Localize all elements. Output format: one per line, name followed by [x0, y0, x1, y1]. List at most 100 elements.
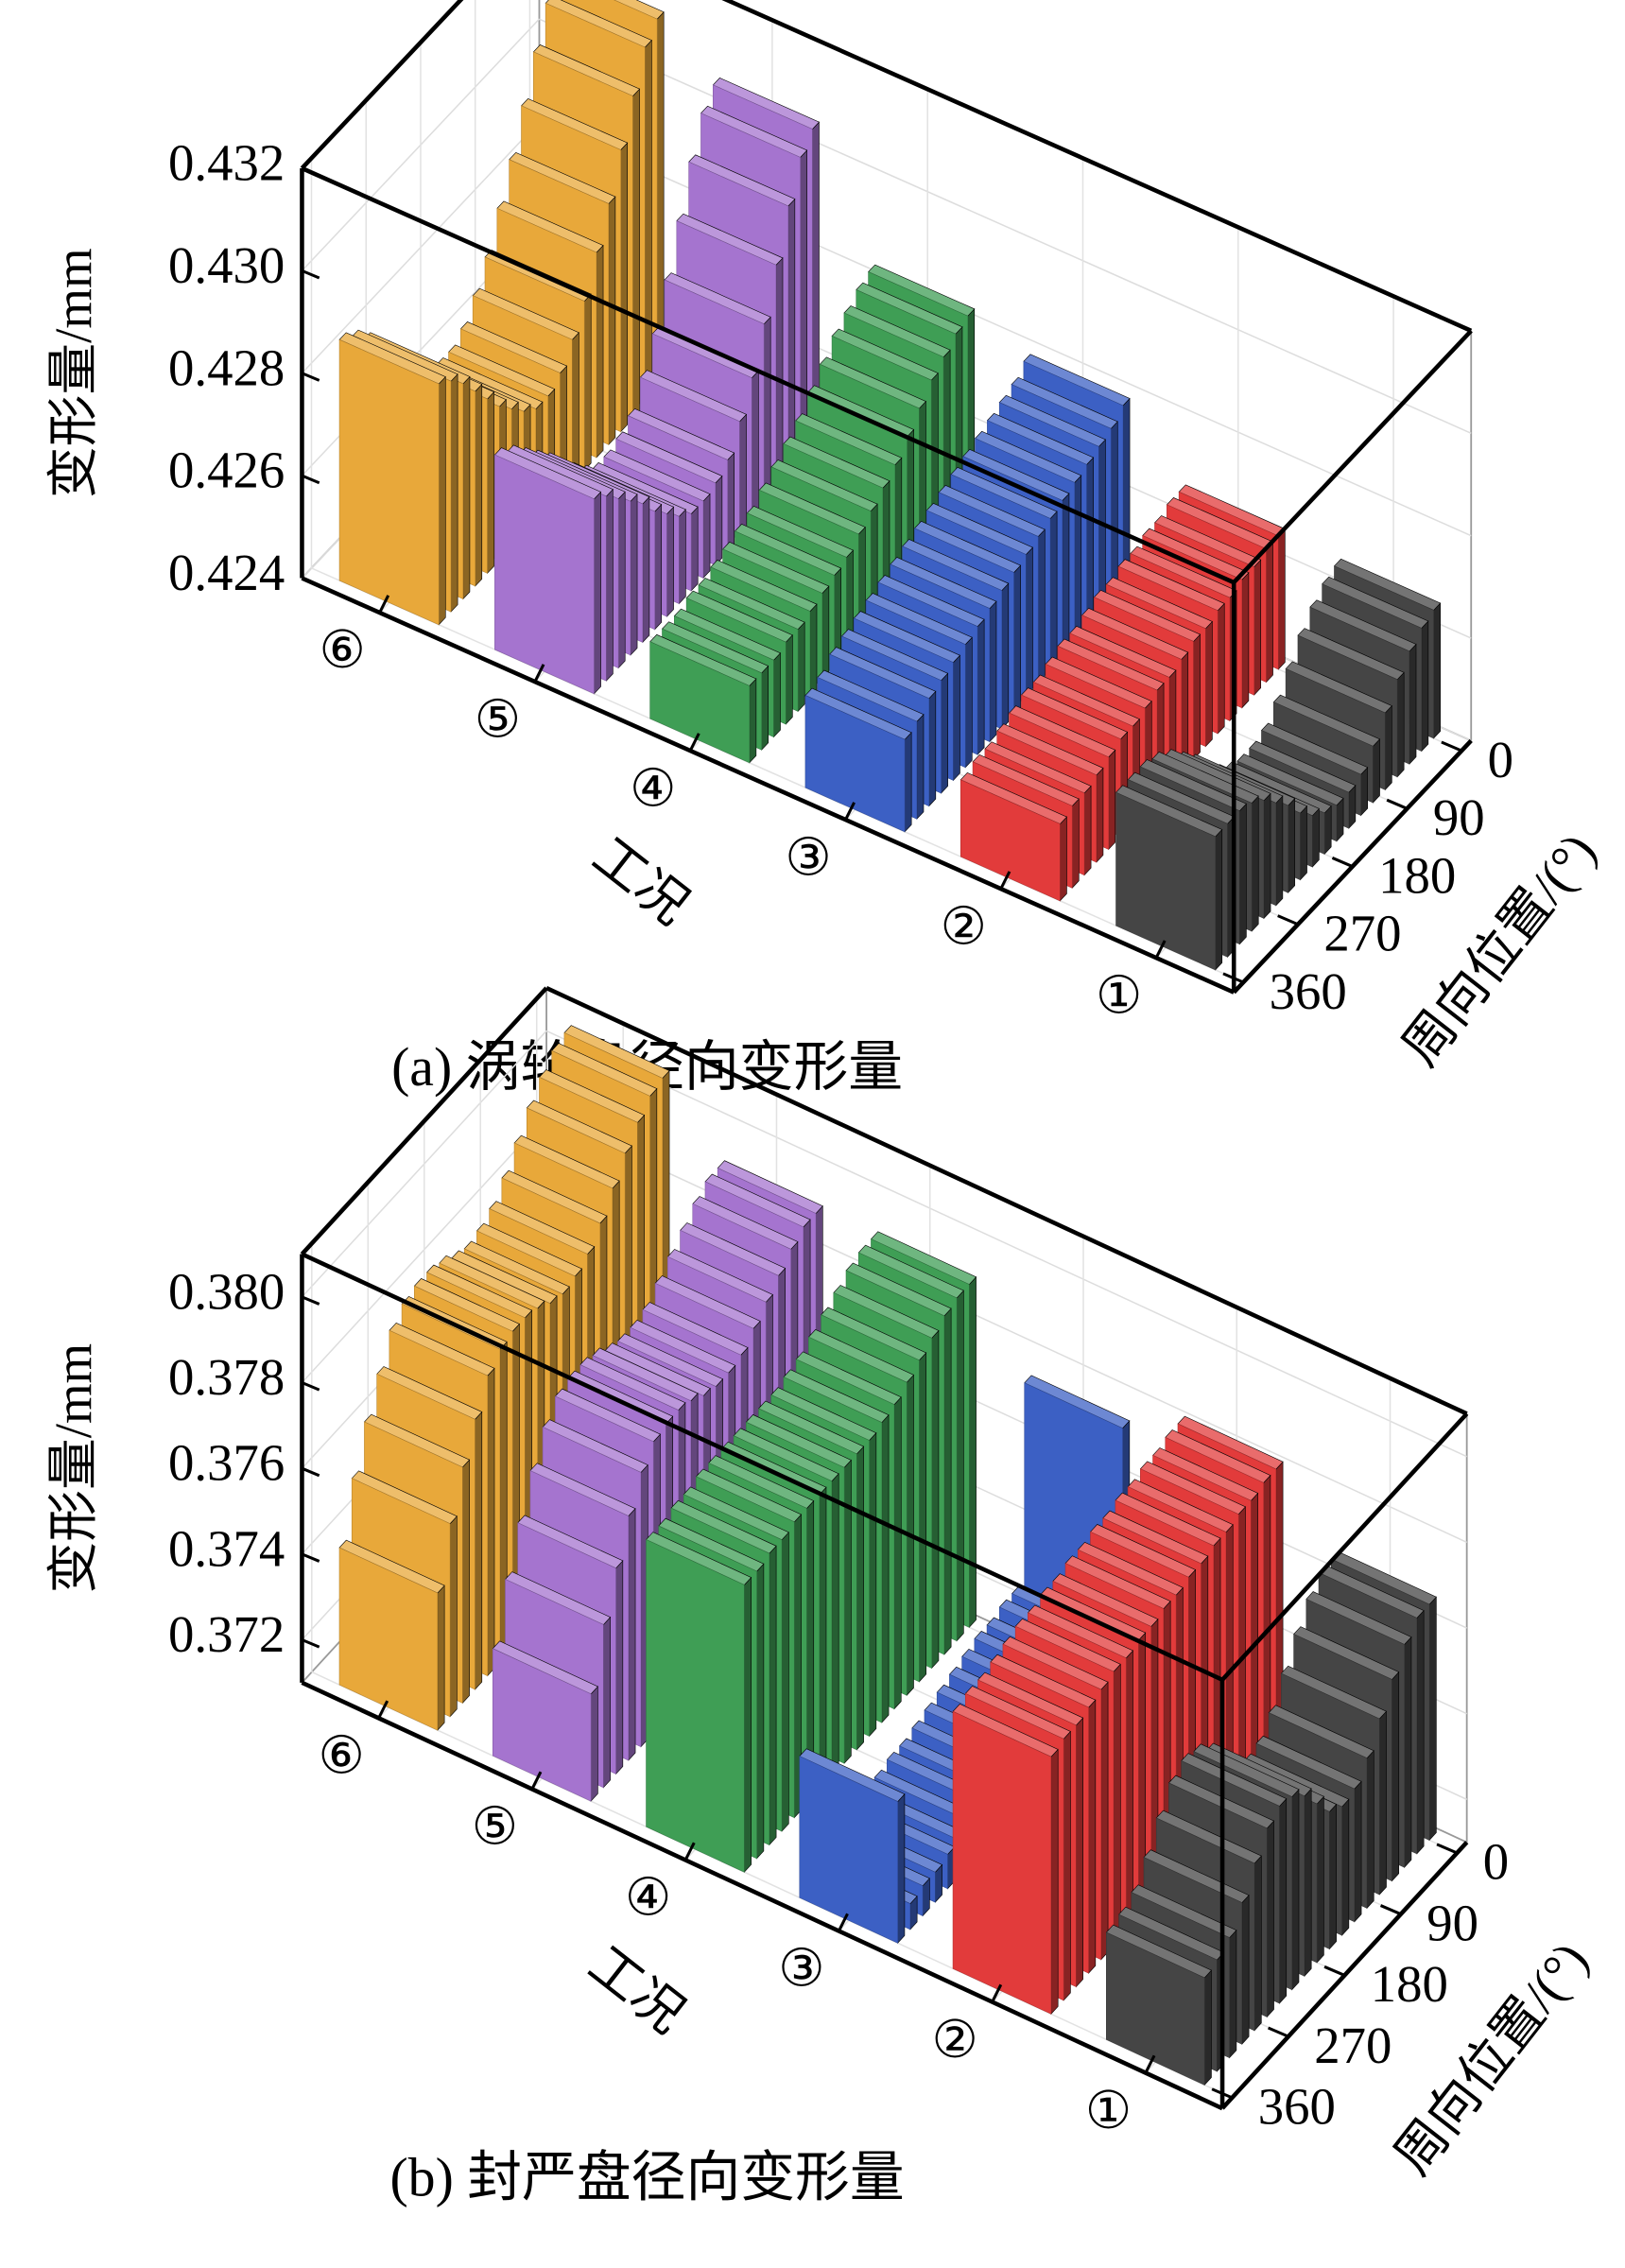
bar-side: [904, 732, 912, 833]
bar-front: [338, 1547, 439, 1731]
tick-mark: [1211, 2087, 1233, 2100]
bar-side: [1329, 1803, 1337, 1950]
bar-side: [590, 1686, 598, 1802]
bar-side: [645, 39, 652, 407]
category-label: ④: [630, 759, 676, 817]
bar-side: [583, 293, 592, 472]
bar-side: [1428, 1596, 1437, 1842]
bar-side: [603, 1616, 611, 1789]
bar-side: [1278, 528, 1286, 670]
bar-side: [1404, 1636, 1412, 1869]
bar: [338, 332, 446, 626]
bar-side: [928, 690, 937, 807]
grid-line: [311, 1671, 1233, 2099]
bar-side: [1100, 1681, 1109, 1961]
bar-side: [943, 1307, 952, 1655]
z-tick-label: 0.372: [168, 1605, 285, 1663]
tick-mark: [683, 1842, 696, 1861]
bar-front: [952, 1710, 1052, 2015]
z-tick-label: 0.428: [168, 338, 285, 396]
bar-side: [956, 1290, 964, 1642]
bar-side: [751, 370, 759, 528]
tick-mark: [844, 802, 856, 821]
bar-side: [1384, 704, 1392, 791]
bar-side: [475, 383, 483, 587]
caption: (b) 封严盘径向变形量: [389, 2147, 904, 2208]
category-axis-label: 工况: [582, 826, 700, 935]
bar-side: [461, 1459, 470, 1705]
tick-mark: [301, 268, 320, 280]
bar-side: [1253, 1855, 1262, 2032]
bar-side: [1076, 1717, 1083, 1988]
category-axis-label: 工况: [579, 1935, 696, 2044]
bar-side: [1266, 541, 1273, 684]
bar-side: [773, 652, 781, 738]
grid-line: [545, 1116, 1467, 1544]
bar-side: [642, 495, 650, 644]
bar-side: [919, 1352, 927, 1683]
bar-side: [449, 1515, 458, 1718]
bar-side: [1026, 546, 1033, 704]
bar: [338, 1539, 445, 1731]
bar-side: [1263, 792, 1271, 920]
bar-side: [438, 375, 446, 626]
bar-side: [1291, 1788, 1300, 1991]
bar-side: [654, 503, 663, 631]
tick-mark: [1154, 940, 1167, 959]
bar: [804, 687, 912, 833]
tick-mark: [1331, 857, 1354, 868]
bar: [799, 1748, 906, 1945]
bar-side: [620, 142, 629, 433]
bar-side: [1088, 1699, 1097, 1974]
bar-side: [739, 413, 747, 541]
bar-side: [809, 603, 818, 700]
bar-side: [594, 491, 601, 695]
bar-side: [1125, 1650, 1133, 1933]
category-label: ④: [625, 1869, 671, 1927]
bar-side: [679, 509, 686, 605]
bar-side: [1336, 797, 1344, 842]
bar-side: [1071, 798, 1080, 890]
x-tick-label: 90: [1426, 1894, 1478, 1951]
grid-line: [311, 567, 1244, 983]
bar-side: [666, 506, 674, 617]
z-tick-label: 0.378: [168, 1348, 285, 1406]
category-label: ②: [932, 2011, 978, 2069]
box-edge: [721, 0, 1473, 333]
bar-side: [1083, 785, 1092, 876]
bar-side: [1373, 738, 1380, 804]
box-edge: [300, 0, 464, 170]
tick-mark: [533, 664, 545, 683]
bar-front: [799, 1756, 898, 1944]
tick-mark: [301, 577, 320, 587]
bar-side: [1421, 620, 1429, 753]
category-label: ③: [778, 1940, 824, 1998]
bar-front: [494, 454, 595, 695]
bar-side: [1229, 1929, 1237, 2059]
bar-side: [628, 1507, 636, 1761]
bar-side: [1215, 828, 1223, 971]
bar-side: [1062, 493, 1070, 666]
bar-side: [1253, 559, 1262, 696]
category-label: ⑤: [472, 1798, 518, 1856]
bar-side: [989, 600, 997, 743]
bar-side: [487, 390, 494, 575]
box-edge: [1220, 1411, 1469, 1682]
tick-mark: [301, 1638, 320, 1649]
category-label: ⑤: [475, 690, 521, 748]
bar-side: [897, 1792, 906, 1945]
category-label: ①: [1096, 966, 1142, 1024]
x-tick-label: 90: [1433, 788, 1485, 846]
bar-side: [615, 1560, 624, 1775]
bar-side: [1433, 602, 1441, 739]
z-tick-label: 0.424: [168, 544, 285, 601]
tick-mark: [1323, 1965, 1345, 1977]
bar-side: [831, 1473, 839, 1778]
tick-mark: [838, 1913, 849, 1932]
bar-side: [1275, 795, 1284, 907]
bar-side: [819, 1486, 827, 1792]
bar: [952, 1704, 1059, 2016]
tick-mark: [1386, 798, 1409, 810]
category-label: ⑥: [318, 1727, 364, 1785]
tick-mark: [991, 1983, 1003, 2003]
